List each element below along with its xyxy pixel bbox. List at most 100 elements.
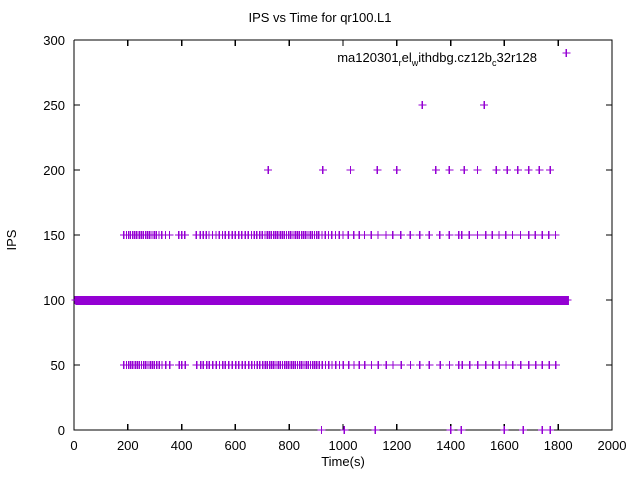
data-point-marker [546, 166, 555, 174]
x-tick-label: 2000 [598, 438, 627, 453]
data-point-marker [465, 361, 474, 369]
data-point-marker [431, 166, 440, 174]
data-point-marker [346, 166, 355, 174]
x-tick-label: 1000 [329, 438, 358, 453]
data-point-marker [371, 426, 380, 434]
data-point-marker [524, 361, 533, 369]
data-point-marker [502, 361, 511, 369]
data-point-marker [488, 361, 497, 369]
data-point-marker [446, 426, 455, 434]
data-point-marker [501, 231, 510, 239]
legend-series-label: ma120301relwithdbg.cz12bc32r128 [337, 50, 537, 68]
data-point-marker [392, 166, 401, 174]
data-point-marker [360, 361, 369, 369]
data-point-marker [519, 426, 528, 434]
x-tick-label: 1400 [436, 438, 465, 453]
data-point-marker [425, 231, 434, 239]
data-point-marker [544, 231, 553, 239]
y-tick-label: 150 [43, 228, 65, 243]
x-tick-label: 0 [70, 438, 77, 453]
data-point-marker [396, 231, 405, 239]
data-point-marker [397, 361, 406, 369]
y-tick-label: 50 [51, 358, 65, 373]
data-point-marker [367, 231, 376, 239]
data-point-marker [473, 361, 482, 369]
data-point-marker [457, 426, 466, 434]
data-point-marker [524, 166, 533, 174]
data-point-marker [500, 426, 509, 434]
data-point-marker [516, 231, 525, 239]
y-tick-label: 100 [43, 293, 65, 308]
data-point-marker [460, 166, 469, 174]
data-point-marker [165, 231, 174, 239]
data-point-marker [563, 296, 572, 304]
data-point-marker [445, 166, 454, 174]
data-point-marker [531, 231, 540, 239]
x-tick-label: 1800 [544, 438, 573, 453]
data-point-marker [473, 166, 482, 174]
data-point-marker [495, 361, 504, 369]
data-point-marker [382, 231, 391, 239]
data-point-marker [551, 231, 560, 239]
y-tick-label: 200 [43, 163, 65, 178]
x-tick-label: 1600 [490, 438, 519, 453]
data-point-marker [165, 361, 174, 369]
data-point-marker [406, 231, 415, 239]
data-point-marker [435, 231, 444, 239]
data-point-marker [418, 101, 427, 109]
data-point-marker [373, 166, 382, 174]
data-point-marker [516, 361, 525, 369]
data-point-marker [562, 49, 571, 57]
data-point-marker [465, 231, 474, 239]
chart-title: IPS vs Time for qr100.L1 [248, 10, 391, 25]
data-points-layer [71, 49, 572, 434]
data-point-marker [374, 361, 383, 369]
data-point-marker [360, 231, 369, 239]
chart-legend: ma120301relwithdbg.cz12bc32r128 [337, 50, 537, 68]
data-point-marker [480, 101, 489, 109]
data-point-marker [473, 231, 482, 239]
data-point-marker [531, 361, 540, 369]
data-point-marker [524, 231, 533, 239]
x-tick-label: 400 [171, 438, 193, 453]
x-axis-ticks: 0 200 400 600 800 1000 1200 1400 1600 1800 2000 [70, 40, 626, 453]
data-point-marker [445, 231, 454, 239]
data-point-marker [503, 166, 512, 174]
data-point-marker [180, 231, 189, 239]
data-point-marker [367, 361, 376, 369]
data-point-marker [406, 361, 415, 369]
y-axis-ticks: 0 50 100 150 200 250 300 [43, 33, 612, 438]
data-point-marker [318, 166, 327, 174]
data-point-marker [535, 166, 544, 174]
data-point-marker [415, 361, 424, 369]
data-point-marker [436, 361, 445, 369]
data-point-marker [481, 361, 490, 369]
data-point-marker [551, 361, 560, 369]
data-point-marker [481, 231, 490, 239]
data-point-marker [340, 426, 349, 434]
x-axis-label: Time(s) [321, 454, 365, 469]
data-point-marker [181, 361, 190, 369]
data-point-marker [425, 361, 434, 369]
data-point-marker [508, 231, 517, 239]
data-point-marker [513, 166, 522, 174]
data-point-marker [488, 231, 497, 239]
x-tick-label: 200 [117, 438, 139, 453]
data-point-marker [495, 231, 504, 239]
data-point-marker [546, 426, 555, 434]
data-point-marker [317, 426, 326, 434]
data-point-marker [538, 231, 547, 239]
data-point-marker [457, 231, 466, 239]
data-point-marker [545, 361, 554, 369]
data-point-marker [373, 231, 382, 239]
data-point-marker [382, 361, 391, 369]
y-tick-label: 250 [43, 98, 65, 113]
data-point-marker [508, 361, 517, 369]
y-tick-label: 300 [43, 33, 65, 48]
data-point-marker [388, 231, 397, 239]
y-tick-label: 0 [58, 423, 65, 438]
x-tick-label: 1200 [382, 438, 411, 453]
data-point-marker [538, 361, 547, 369]
